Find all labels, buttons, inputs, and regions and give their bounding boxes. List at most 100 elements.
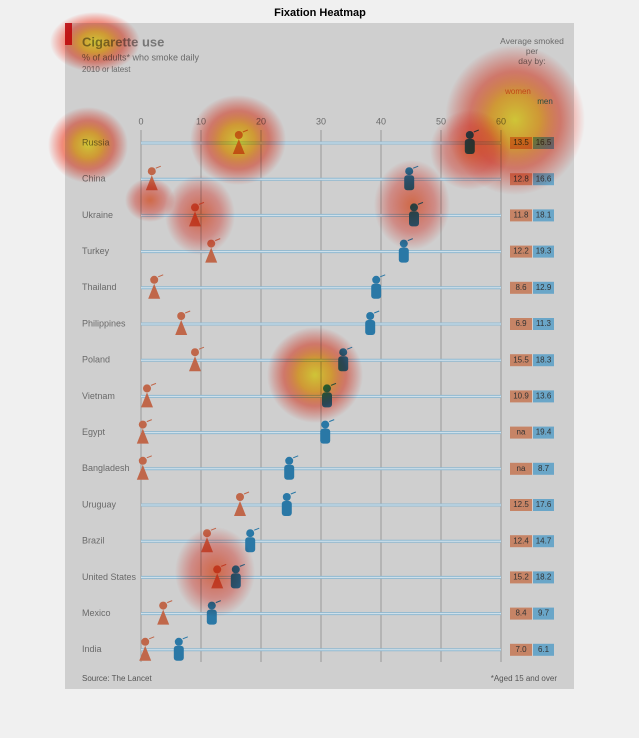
average-women-box — [510, 390, 532, 403]
marker-cigarette — [185, 310, 191, 314]
heat-blob — [190, 95, 286, 185]
marker-cigarette — [380, 274, 386, 278]
average-men-box — [533, 571, 554, 584]
average-men-box — [533, 318, 554, 330]
row-label: Uruguay — [82, 499, 117, 509]
marker — [365, 310, 380, 335]
marker-cigarette — [329, 419, 335, 423]
row-label: Turkey — [82, 246, 110, 256]
average-women-box — [510, 318, 532, 330]
row-label: Bangladesh — [82, 463, 130, 473]
marker-body — [281, 501, 292, 516]
marker — [189, 346, 205, 372]
average-women-box — [510, 245, 532, 258]
marker-body — [173, 645, 184, 661]
marker — [157, 600, 173, 625]
heat-blob — [48, 107, 128, 183]
marker-head — [282, 493, 291, 501]
footnote: *Aged 15 and over — [491, 674, 558, 683]
average-men-box — [533, 209, 554, 222]
marker — [148, 274, 164, 299]
marker-body — [371, 283, 382, 299]
marker-cigarette — [182, 636, 188, 640]
row-label: India — [82, 644, 102, 654]
marker-cigarette — [374, 310, 380, 314]
average-men: 19.4 — [536, 428, 552, 437]
heat-blob — [374, 160, 450, 250]
marker-cigarette — [146, 419, 152, 423]
marker-body — [141, 392, 153, 408]
heat-blob — [430, 110, 510, 190]
average-men-box — [533, 643, 554, 656]
row-label: Poland — [82, 355, 110, 365]
average-women: 6.9 — [515, 319, 527, 328]
heat-blob — [50, 12, 140, 72]
average-men-box — [533, 535, 554, 548]
average-women: 10.9 — [513, 392, 529, 401]
average-women: 12.4 — [513, 536, 529, 545]
marker-cigarette — [290, 491, 296, 495]
marker-cigarette — [198, 346, 205, 350]
marker-head — [236, 493, 244, 501]
average-women-box — [510, 571, 532, 584]
average-men: 6.1 — [538, 645, 550, 654]
marker-cigarette — [150, 382, 157, 386]
row-label: Egypt — [82, 427, 106, 437]
average-women: 12.2 — [513, 247, 529, 256]
x-tick-label: 30 — [316, 116, 326, 126]
heat-blob — [165, 175, 235, 255]
row-label: Vietnam — [82, 391, 115, 401]
average-men: 17.6 — [536, 500, 552, 509]
marker-head — [159, 601, 168, 610]
row-label: Mexico — [82, 608, 111, 618]
average-men-box — [533, 499, 554, 511]
marker — [139, 636, 155, 661]
marker-head — [143, 384, 151, 393]
marker-head — [372, 275, 381, 284]
marker-cigarette — [155, 165, 161, 169]
average-men: 13.6 — [536, 392, 552, 401]
marker-body — [148, 283, 161, 299]
marker-cigarette — [158, 274, 164, 278]
marker-cigarette — [167, 600, 173, 604]
average-men-box — [533, 245, 554, 258]
marker — [281, 491, 296, 516]
marker-head — [285, 456, 294, 465]
marker-head — [177, 312, 186, 320]
heat-blob — [175, 527, 255, 617]
average-women: na — [517, 428, 526, 437]
heat-blob — [125, 178, 175, 222]
marker — [320, 419, 335, 444]
row-label: Philippines — [82, 318, 126, 328]
marker-body — [205, 247, 218, 263]
average-men-box — [533, 462, 554, 475]
marker-cigarette — [293, 455, 299, 459]
x-tick-label: 50 — [436, 116, 446, 126]
marker-head — [191, 348, 199, 357]
row-label: Thailand — [82, 282, 117, 292]
marker-head — [246, 529, 255, 538]
average-women-box — [510, 354, 532, 367]
average-women-box — [510, 535, 532, 548]
row-label: Ukraine — [82, 210, 113, 220]
marker-cigarette — [254, 527, 260, 531]
average-men-box — [533, 426, 554, 439]
marker-cigarette — [149, 636, 155, 640]
x-tick-label: 40 — [376, 116, 386, 126]
marker-cigarette — [146, 455, 152, 459]
marker-head — [366, 312, 375, 320]
average-men: 11.3 — [536, 319, 552, 328]
marker-body — [284, 464, 295, 480]
marker-body — [136, 464, 149, 480]
marker — [371, 274, 386, 299]
average-women: 8.4 — [515, 609, 527, 618]
average-women-box — [510, 209, 532, 222]
average-women-box — [510, 426, 532, 439]
average-women-box — [510, 643, 532, 656]
average-women: 7.0 — [515, 645, 527, 654]
average-women: na — [517, 464, 526, 473]
average-men: 9.7 — [538, 609, 550, 618]
average-men-box — [533, 607, 554, 620]
marker-cigarette — [243, 491, 250, 495]
marker-head — [138, 456, 147, 465]
